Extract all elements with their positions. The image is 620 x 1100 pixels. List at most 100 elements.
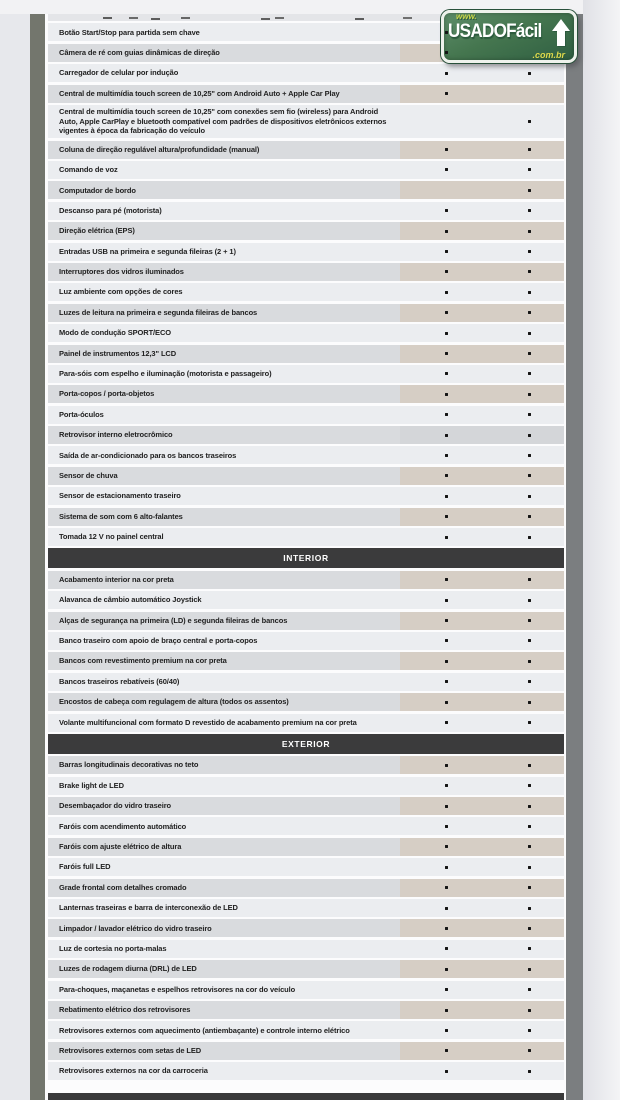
availability-dot-col2 — [528, 331, 531, 335]
feature-row: Carregador de celular por indução — [48, 64, 564, 83]
feature-label: Sistema de som com 6 alto-falantes — [59, 511, 183, 521]
availability-dot-col2 — [528, 619, 531, 623]
feature-row: Porta-óculos — [48, 405, 564, 424]
availability-cells — [400, 899, 564, 917]
feature-label: Sensor de estacionamento traseiro — [59, 491, 181, 501]
feature-row: Retrovisores externos na cor da carrocer… — [48, 1062, 564, 1081]
availability-dot-col1 — [445, 168, 448, 172]
availability-cells — [400, 64, 564, 82]
availability-dot-col1 — [445, 494, 448, 498]
availability-dot-col1 — [445, 804, 448, 808]
feature-row: Painel de instrumentos 12,3" LCD — [48, 344, 564, 363]
availability-cells — [400, 1062, 564, 1080]
feature-label: Coluna de direção regulável altura/profu… — [59, 144, 260, 154]
availability-dot-col2 — [528, 598, 531, 602]
logo-plate — [441, 10, 577, 63]
availability-dot-col2 — [528, 188, 531, 192]
feature-label: Rebatimento elétrico dos retrovisores — [59, 1005, 191, 1015]
feature-label: Faróis full LED — [59, 862, 111, 872]
availability-cells — [400, 446, 564, 464]
availability-dot-col1 — [445, 1028, 448, 1032]
availability-cells — [400, 385, 564, 404]
feature-row: Rebatimento elétrico dos retrovisores — [48, 1001, 564, 1019]
availability-dot-col1 — [445, 988, 448, 992]
feature-row: Porta-copos / porta-objetos — [48, 385, 564, 404]
availability-dot-col2 — [528, 433, 531, 437]
availability-dot-col1 — [445, 535, 448, 539]
feature-row: Para-sóis com espelho e iluminação (moto… — [48, 364, 564, 383]
availability-cells — [400, 466, 564, 485]
availability-dot-col2 — [528, 474, 531, 478]
feature-label: Luz de cortesia no porta-malas — [59, 943, 167, 953]
feature-row: Brake light de LED — [48, 776, 564, 795]
availability-cells — [400, 940, 564, 958]
feature-row: Central de multimídia touch screen de 10… — [48, 104, 564, 139]
feature-row: Luz ambiente com opções de cores — [48, 283, 564, 302]
section-header-exterior: EXTERIOR — [48, 733, 564, 754]
feature-row: Alavanca de câmbio automático Joystick — [48, 591, 564, 610]
availability-dot-col1 — [445, 947, 448, 951]
availability-cells — [400, 222, 564, 241]
feature-label: Comando de voz — [59, 165, 118, 175]
availability-dot-col2 — [528, 906, 531, 910]
logo-www-text: www. — [456, 12, 477, 21]
feature-row: Tomada 12 V no painel central — [48, 528, 564, 547]
feature-row: Retrovisores externos com aquecimento (a… — [48, 1021, 564, 1040]
table-frame-right — [566, 14, 583, 1100]
feature-row: Alças de segurança na primeira (LD) e se… — [48, 611, 564, 630]
feature-row: Direção elétrica (EPS) — [48, 222, 564, 241]
availability-cells — [400, 611, 564, 630]
feature-row: Limpador / lavador elétrico do vidro tra… — [48, 919, 564, 938]
feature-label: Limpador / lavador elétrico do vidro tra… — [59, 923, 212, 933]
feature-label: Barras longitudinais decorativas no teto — [59, 760, 199, 770]
feature-row: Retrovisor interno eletrocrômico — [48, 426, 564, 445]
feature-label: Luzes de rodagem diurna (DRL) de LED — [59, 964, 197, 974]
availability-dot-col2 — [528, 804, 531, 808]
availability-dot-col1 — [445, 433, 448, 437]
feature-label: Para-choques, maçanetas e espelhos retro… — [59, 984, 296, 994]
availability-dot-col1 — [445, 352, 448, 355]
availability-dot-col2 — [528, 290, 531, 294]
feature-label: Acabamento interior na cor preta — [59, 574, 174, 584]
availability-cells — [400, 693, 564, 712]
availability-cells — [400, 673, 564, 691]
availability-dot-col1 — [445, 311, 448, 315]
feature-label: Câmera de ré com guias dinâmicas de dire… — [59, 47, 220, 57]
feature-row: Computador de bordo — [48, 181, 564, 200]
feature-label: Direção elétrica (EPS) — [59, 226, 135, 236]
availability-dot-col2 — [528, 229, 531, 233]
availability-dot-col2 — [528, 639, 531, 643]
feature-label: Central de multimídia touch screen de 10… — [59, 106, 387, 136]
availability-dot-col2 — [528, 763, 531, 767]
feature-label: Carregador de celular por indução — [59, 68, 179, 78]
availability-dot-col1 — [445, 71, 448, 75]
availability-dot-col2 — [528, 886, 531, 890]
feature-label: Porta-copos / porta-objetos — [59, 389, 155, 399]
availability-dot-col2 — [528, 824, 531, 828]
availability-dot-col2 — [528, 967, 531, 971]
feature-row-clipped — [48, 14, 564, 21]
feature-row: Descanso para pé (motorista) — [48, 201, 564, 220]
feature-row: Comando de voz — [48, 160, 564, 179]
availability-dot-col2 — [528, 535, 531, 539]
feature-row: Retrovisores externos com setas de LED — [48, 1041, 564, 1060]
availability-dot-col2 — [528, 392, 531, 396]
availability-cells — [400, 487, 564, 505]
availability-dot-col1 — [445, 845, 448, 849]
availability-cells — [400, 919, 564, 938]
availability-cells — [400, 507, 564, 526]
availability-cells — [400, 652, 564, 671]
feature-row: Modo de condução SPORT/ECO — [48, 324, 564, 343]
feature-row: Banco traseiro com apoio de braço centra… — [48, 631, 564, 650]
availability-cells — [400, 878, 564, 897]
availability-cells — [400, 777, 564, 795]
availability-dot-col1 — [445, 372, 448, 376]
availability-cells — [400, 262, 564, 281]
feature-row: Acabamento interior na cor preta — [48, 570, 564, 589]
availability-dot-col1 — [445, 906, 448, 910]
availability-dot-col1 — [445, 598, 448, 602]
feature-row: Coluna de direção regulável altura/profu… — [48, 140, 564, 159]
feature-label: Retrovisor interno eletrocrômico — [59, 430, 173, 440]
availability-dot-col1 — [445, 51, 448, 55]
availability-dot-col1 — [445, 967, 448, 971]
